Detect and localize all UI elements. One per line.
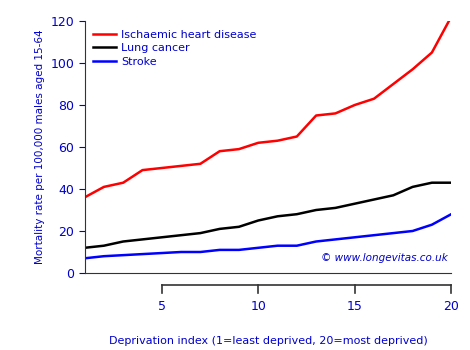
- Stroke: [82, 256, 87, 260]
- Ischaemic heart disease: [101, 185, 107, 189]
- Lung cancer: [159, 235, 164, 239]
- Legend: Ischaemic heart disease, Lung cancer, Stroke: Ischaemic heart disease, Lung cancer, St…: [90, 27, 260, 70]
- Ischaemic heart disease: [197, 162, 203, 166]
- Text: 5: 5: [158, 300, 166, 313]
- Stroke: [159, 251, 164, 255]
- Lung cancer: [352, 202, 358, 206]
- Ischaemic heart disease: [294, 134, 300, 139]
- Ischaemic heart disease: [313, 113, 319, 118]
- Text: 15: 15: [347, 300, 363, 313]
- Lung cancer: [391, 193, 396, 197]
- Lung cancer: [120, 239, 126, 244]
- Lung cancer: [217, 227, 222, 231]
- Stroke: [371, 233, 377, 237]
- Stroke: [197, 250, 203, 254]
- Ischaemic heart disease: [140, 168, 145, 172]
- Lung cancer: [313, 208, 319, 212]
- Lung cancer: [429, 181, 435, 185]
- Stroke: [352, 235, 358, 239]
- Stroke: [217, 248, 222, 252]
- Stroke: [140, 252, 145, 256]
- Ischaemic heart disease: [178, 164, 184, 168]
- Lung cancer: [294, 212, 300, 216]
- Ischaemic heart disease: [448, 15, 454, 19]
- Lung cancer: [82, 246, 87, 250]
- Line: Stroke: Stroke: [85, 214, 451, 258]
- Stroke: [275, 244, 281, 248]
- Stroke: [120, 253, 126, 257]
- Ischaemic heart disease: [429, 50, 435, 55]
- Ischaemic heart disease: [236, 147, 242, 151]
- Stroke: [333, 237, 338, 241]
- Text: © www.longevitas.co.uk: © www.longevitas.co.uk: [321, 253, 447, 263]
- Lung cancer: [371, 197, 377, 202]
- Y-axis label: Mortality rate per 100,000 males aged 15-64: Mortality rate per 100,000 males aged 15…: [35, 30, 45, 264]
- Lung cancer: [410, 185, 415, 189]
- Ischaemic heart disease: [333, 111, 338, 116]
- Ischaemic heart disease: [371, 97, 377, 101]
- Line: Lung cancer: Lung cancer: [85, 183, 451, 248]
- Text: 20: 20: [443, 300, 459, 313]
- Stroke: [448, 212, 454, 216]
- Stroke: [101, 254, 107, 258]
- Ischaemic heart disease: [255, 141, 261, 145]
- Lung cancer: [140, 237, 145, 241]
- Stroke: [410, 229, 415, 233]
- Ischaemic heart disease: [159, 166, 164, 170]
- Text: 10: 10: [251, 300, 266, 313]
- Ischaemic heart disease: [217, 149, 222, 153]
- Ischaemic heart disease: [352, 103, 358, 107]
- Lung cancer: [333, 206, 338, 210]
- Stroke: [429, 223, 435, 227]
- Stroke: [255, 246, 261, 250]
- Lung cancer: [236, 225, 242, 229]
- Stroke: [391, 231, 396, 235]
- Text: Deprivation index (1=least deprived, 20=most deprived): Deprivation index (1=least deprived, 20=…: [109, 336, 427, 346]
- Line: Ischaemic heart disease: Ischaemic heart disease: [85, 17, 451, 197]
- Lung cancer: [178, 233, 184, 237]
- Lung cancer: [255, 218, 261, 223]
- Lung cancer: [197, 231, 203, 235]
- Ischaemic heart disease: [82, 195, 87, 199]
- Stroke: [178, 250, 184, 254]
- Ischaemic heart disease: [275, 139, 281, 143]
- Lung cancer: [101, 244, 107, 248]
- Ischaemic heart disease: [410, 67, 415, 71]
- Ischaemic heart disease: [391, 82, 396, 86]
- Stroke: [313, 239, 319, 244]
- Stroke: [294, 244, 300, 248]
- Lung cancer: [448, 181, 454, 185]
- Stroke: [236, 248, 242, 252]
- Ischaemic heart disease: [120, 181, 126, 185]
- Lung cancer: [275, 214, 281, 218]
